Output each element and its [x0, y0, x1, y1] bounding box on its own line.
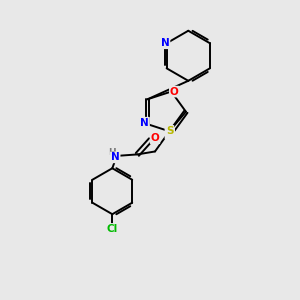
- Text: Cl: Cl: [107, 224, 118, 234]
- Text: N: N: [165, 128, 174, 138]
- Text: O: O: [151, 133, 159, 143]
- Text: S: S: [166, 126, 173, 136]
- Text: H: H: [109, 148, 116, 157]
- Text: N: N: [140, 118, 149, 128]
- Text: N: N: [161, 38, 170, 48]
- Text: O: O: [170, 87, 178, 97]
- Text: N: N: [111, 152, 120, 162]
